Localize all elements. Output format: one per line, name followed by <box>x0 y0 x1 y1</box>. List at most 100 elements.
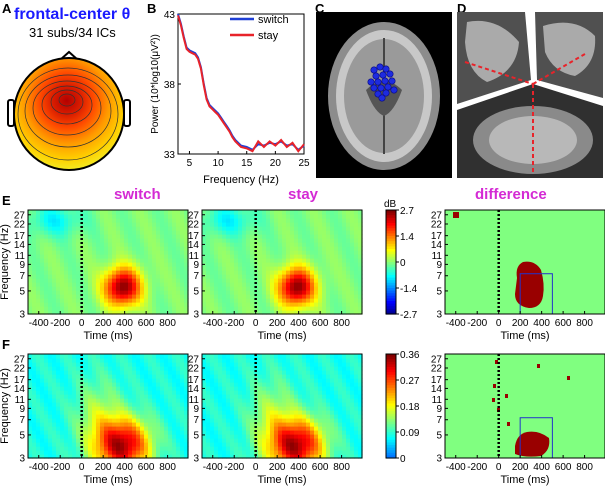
spectrum-ylabel: Power (10*log10(μV²)) <box>150 34 161 134</box>
heatmap-ytick-label: 22 <box>14 220 26 231</box>
heading-switch: switch <box>114 186 161 203</box>
heatmap-xtick-label: 0 <box>253 318 259 329</box>
heatmap-xtick-label: -400 <box>446 462 466 473</box>
heatmap-xtick-label: 400 <box>116 462 133 473</box>
itc-panel-stay: -400 -200 0 200 400 600 800 Time (ms) 3 5 79111417… <box>188 353 363 486</box>
itc-colorbar: 0.36 0.27 0.18 0.09 0 <box>385 350 420 465</box>
heatmap-xtick-label: 200 <box>512 462 529 473</box>
heatmap-xtick-label: 200 <box>95 318 112 329</box>
panel-label-c: C <box>315 1 325 16</box>
spectrum-xlabel: Frequency (Hz) <box>203 174 279 186</box>
heatmap-xtick-label: -400 <box>29 462 49 473</box>
heatmap-xlabel: Time (ms) <box>257 330 306 342</box>
sig-spot <box>493 384 496 388</box>
heatmap-xtick-label: -400 <box>203 462 223 473</box>
spectrum-xtick-label: 10 <box>213 158 225 169</box>
colorbar-tick-label: 0 <box>400 258 406 269</box>
heatmap-xtick-label: -200 <box>467 318 487 329</box>
heatmap-ytick-label: 5 <box>436 430 442 441</box>
heatmap-ytick-label: 27 <box>431 354 443 365</box>
itc-panel-switch: -400 -200 0 200 400 600 800 Time (ms) 3 5 79111417… <box>0 353 189 486</box>
heatmap-xtick-label: 600 <box>555 318 572 329</box>
heatmap-xtick-label: 400 <box>290 462 307 473</box>
heatmap-xlabel: Time (ms) <box>83 474 132 486</box>
heatmap-ytick-label: 5 <box>193 430 199 441</box>
heatmap-ytick-label: 17 <box>14 231 26 242</box>
sig-spot <box>495 360 498 364</box>
panel-label-e: E <box>2 193 11 208</box>
heatmap-xtick-label: 0 <box>79 318 85 329</box>
colorbar-tick-label: 2.7 <box>400 206 414 217</box>
heatmap-ytick-label: 17 <box>14 375 26 386</box>
spectrum-chart: 5 10 15 20 25 33 38 43 Frequency (Hz) Power (10… <box>150 10 310 186</box>
sig-spot <box>453 212 459 218</box>
heatmap-xtick-label: -200 <box>50 462 70 473</box>
sig-spot <box>505 394 508 398</box>
heatmap-xtick-label: 0 <box>253 462 259 473</box>
heatmap-xtick-label: 800 <box>159 318 176 329</box>
heatmap-xtick-label: 200 <box>269 462 286 473</box>
heatmap-ytick-label: 3 <box>436 454 442 465</box>
sig-spot <box>537 364 540 368</box>
heatmap-xtick-label: 800 <box>333 462 350 473</box>
panel-label-b: B <box>147 1 157 16</box>
heatmap-ytick-label: 9 <box>19 260 25 271</box>
heatmap-xtick-label: -400 <box>446 318 466 329</box>
heatmap-ytick-label: 7 <box>19 415 25 426</box>
legend-stay: stay <box>258 30 279 42</box>
heatmap-ytick-label: 11 <box>15 251 26 262</box>
itc-panel-difference: -400 -200 0 200 400 600 800 Time (ms) 3 5 79111417… <box>431 353 605 486</box>
heatmap-ylabel: Frequency (Hz) <box>0 368 11 444</box>
heatmap-ytick-label: 5 <box>436 286 442 297</box>
heatmap-ylabel: Frequency (Hz) <box>0 224 11 300</box>
heatmap-ytick-label: 7 <box>436 271 442 282</box>
colorbar-tick-label: 1.4 <box>400 232 414 243</box>
heatmap-xtick-label: -200 <box>224 462 244 473</box>
heatmap-ytick-label: 22 <box>431 220 443 231</box>
heatmap-ytick-label: 7 <box>436 415 442 426</box>
heatmap-xtick-label: 600 <box>312 462 329 473</box>
heatmap-ytick-label: 22 <box>188 220 200 231</box>
heatmap-ytick-label: 9 <box>193 260 199 271</box>
heatmap-ytick-label: 3 <box>193 310 199 321</box>
heatmap-xtick-label: -200 <box>467 462 487 473</box>
heatmap-ytick-label: 5 <box>19 430 25 441</box>
heatmap-xtick-label: 800 <box>333 318 350 329</box>
heatmap-ytick-label: 9 <box>436 260 442 271</box>
heatmap-ytick-label: 11 <box>432 251 443 262</box>
heatmap-xlabel: Time (ms) <box>500 330 549 342</box>
spectrum-axes <box>177 13 305 155</box>
heatmap-ytick-label: 11 <box>15 395 26 406</box>
heatmap-xtick-label: -400 <box>203 318 223 329</box>
scalp-topography <box>7 50 131 171</box>
heatmap-ytick-label: 17 <box>188 231 200 242</box>
spectrum-xtick-label: 25 <box>298 158 310 169</box>
heatmap-xtick-label: 600 <box>138 318 155 329</box>
spectrum-xtick-label: 20 <box>270 158 282 169</box>
ersp-panel-switch: -400 -200 0 200 400 600 800 Time (ms) 3 5 79111417… <box>0 209 189 342</box>
heatmap-ytick-label: 27 <box>188 354 200 365</box>
sig-cluster <box>515 431 550 457</box>
heatmap-xtick-label: 600 <box>555 462 572 473</box>
heatmap-xtick-label: 800 <box>159 462 176 473</box>
ersp-panel-stay: -400 -200 0 200 400 600 800 Time (ms) 3 5 79111417… <box>188 209 363 342</box>
heatmap-xtick-label: 600 <box>138 462 155 473</box>
spectrum-xtick-label: 15 <box>241 158 253 169</box>
heatmap-ytick-label: 27 <box>14 354 26 365</box>
heatmap-xtick-label: 0 <box>79 462 85 473</box>
heading-stay: stay <box>288 186 319 203</box>
heatmap-ytick-label: 5 <box>193 286 199 297</box>
heatmap-ytick-label: 27 <box>188 210 200 221</box>
heatmap-xtick-label: -400 <box>29 318 49 329</box>
heatmap-ytick-label: 7 <box>193 271 199 282</box>
heatmap-xtick-label: 0 <box>496 318 502 329</box>
heatmap-ytick-label: 11 <box>432 395 443 406</box>
heatmap-ytick-label: 5 <box>19 286 25 297</box>
spectrum-ytick-label: 38 <box>164 80 176 91</box>
legend-switch: switch <box>258 14 289 26</box>
heatmap-xlabel: Time (ms) <box>257 474 306 486</box>
heading-difference: difference <box>475 186 547 203</box>
ersp-colorbar: 2.7 1.4 0 -1.4 -2.7 dB <box>384 199 418 321</box>
colorbar-tick-label: 0.09 <box>400 428 420 439</box>
heatmap-ytick-label: 14 <box>431 384 443 395</box>
